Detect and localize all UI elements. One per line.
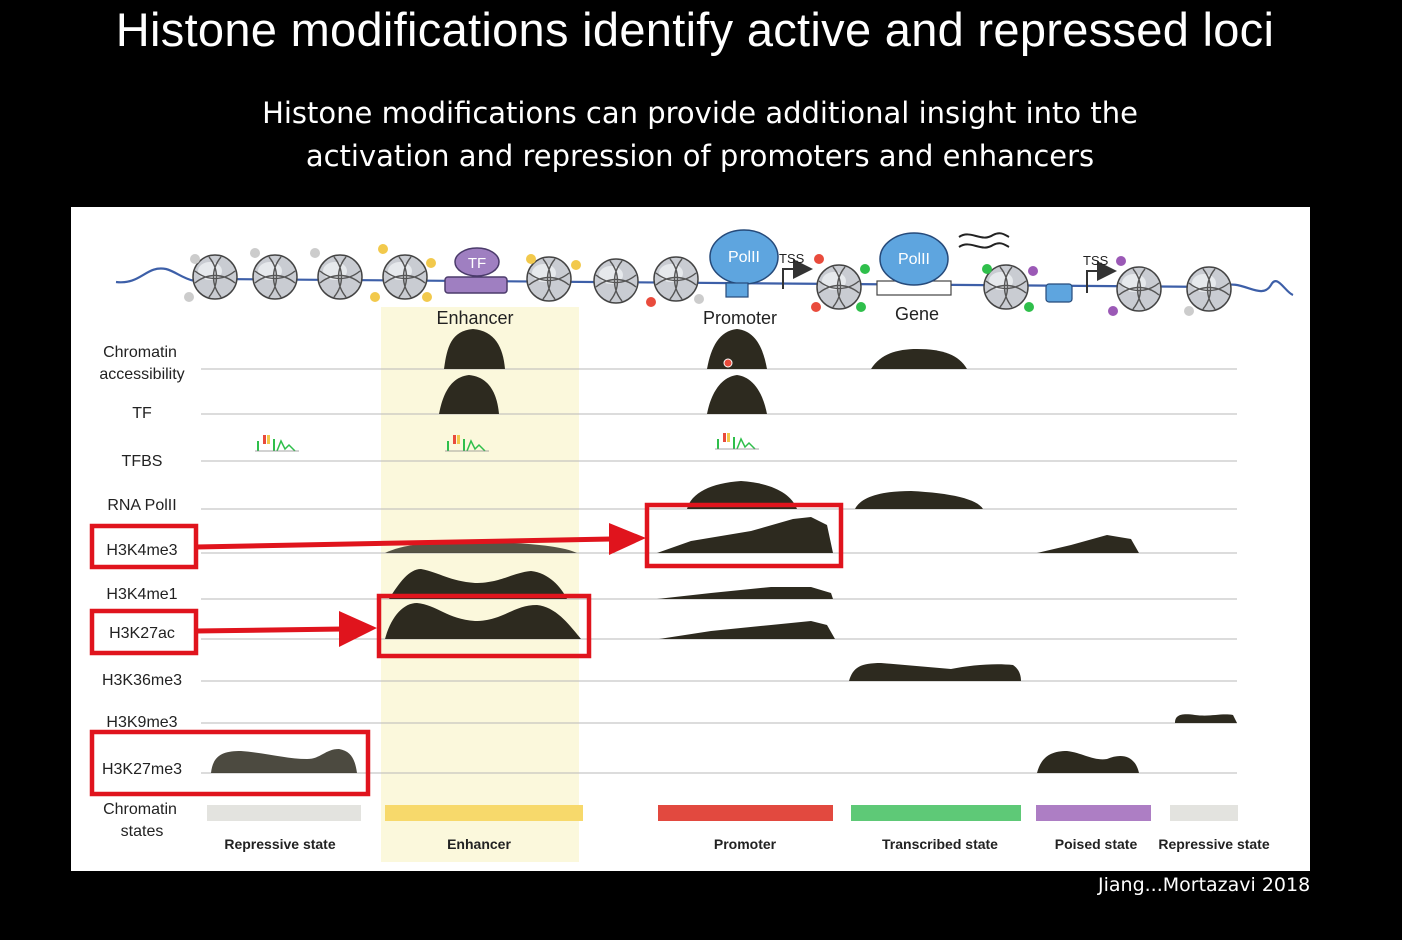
state-label-poised: Poised state (1055, 836, 1138, 852)
state-label-enhancer: Enhancer (447, 836, 511, 852)
chromatin-states-label-2: states (121, 823, 164, 840)
arrow-h3k4me3-line (195, 536, 612, 550)
peak-accessibility-gene (871, 349, 967, 369)
nucleosome-icon (526, 256, 572, 302)
tfbs-motif-icon (715, 433, 759, 450)
tf-protein-icon: TF (444, 247, 508, 294)
track-label-h3k36me3: H3K36me3 (102, 672, 182, 689)
rna-transcript-icon (958, 232, 1010, 249)
nucleosome-icon (653, 256, 699, 302)
peak-h3k4me1-promoter (657, 587, 833, 599)
nucleosome-icon (593, 258, 639, 304)
state-label-repressive-1: Repressive state (224, 836, 336, 852)
track-label-chromatin-2: accessibility (99, 366, 184, 383)
tss-label-1: TSS (779, 251, 805, 266)
highlight-box-h3k27ac-peak (376, 593, 592, 659)
track-label-h3k9me3: H3K9me3 (106, 714, 177, 731)
polii-label-2: PolII (898, 251, 930, 268)
highlight-annotations (89, 502, 844, 797)
peak-h3k27ac-enhancer (385, 603, 581, 639)
peak-h3k27ac-promoter (659, 621, 835, 639)
peak-h3k27me3-poised (1037, 751, 1139, 773)
highlight-box-h3k4me3-peak (644, 502, 844, 569)
subtitle-line-1: Histone modifications can provide additi… (262, 96, 1138, 130)
promoter-label: Promoter (703, 308, 777, 328)
nucleosome-icon (317, 254, 363, 300)
peak-polii-promoter (687, 481, 797, 509)
highlight-box-h3k27me3 (89, 729, 371, 797)
track-label-h3k4me1: H3K4me1 (106, 586, 177, 603)
track-baselines (201, 368, 1237, 774)
chromatin-state-bars (207, 805, 1238, 821)
nucleosome-icon (816, 264, 862, 310)
polii-promoter-icon: PolII (709, 229, 779, 298)
track-label-tf: TF (132, 405, 152, 422)
highlight-arrows (195, 523, 646, 647)
polii-label-1: PolII (728, 249, 760, 266)
track-label-h3k4me3: H3K4me3 (106, 542, 177, 559)
nucleosome-icon (192, 254, 238, 300)
dna-strand (115, 267, 1294, 297)
tfbs-motif-icon (445, 435, 489, 452)
arrow-h3k27ac-line (195, 626, 344, 634)
track-labels: Chromatin accessibility TF TFBS RNA PolI… (99, 344, 184, 840)
peak-h3k4me3-promoter (657, 517, 833, 553)
peak-h3k4me1-enhancer (389, 569, 567, 599)
chromatin-state-labels: Repressive state Enhancer Promoter Trans… (224, 836, 1270, 852)
arrow-h3k4me3-head-icon (609, 523, 646, 555)
state-label-promoter: Promoter (714, 836, 777, 852)
citation: Jiang...Mortazavi 2018 (1098, 874, 1311, 896)
histone-marks (184, 244, 1194, 316)
arrow-h3k27ac-head-icon (339, 611, 377, 647)
state-bar-repressive-1 (207, 805, 361, 821)
peak-tf-enhancer (439, 375, 499, 414)
tfbs-motifs (255, 433, 759, 452)
peak-accessibility-promoter (707, 329, 767, 369)
slide-title: Histone modifications identify active an… (115, 3, 1275, 56)
nucleosome-icon (1186, 266, 1232, 312)
tf-label: TF (468, 255, 486, 272)
state-bar-poised (1036, 805, 1151, 821)
slide-subtitle: Histone modifications can provide additi… (240, 92, 1160, 178)
tss-arrow-icon-2 (1086, 261, 1117, 293)
peak-polii-gene (855, 491, 983, 509)
enhancer-label: Enhancer (436, 308, 513, 328)
nucleosome-icon (1116, 266, 1162, 312)
track-label-h3k27ac: H3K27ac (109, 625, 175, 642)
state-label-transcribed: Transcribed state (882, 836, 998, 852)
peak-h3k27me3-repressive (211, 749, 357, 773)
subtitle-line-2: activation and repression of promoters a… (305, 139, 1095, 173)
state-bar-transcribed (851, 805, 1021, 821)
peak-tf-promoter (707, 375, 767, 414)
state-label-repressive-2: Repressive state (1158, 836, 1270, 852)
gene-label: Gene (895, 304, 939, 324)
peak-h3k9me3-repressive (1175, 714, 1237, 723)
peak-h3k36me3-gene (849, 663, 1021, 681)
track-label-h3k27me3: H3K27me3 (102, 761, 182, 778)
nucleosome-icon (252, 254, 298, 300)
nucleosome-icon (382, 254, 428, 300)
state-bar-promoter (658, 805, 833, 821)
highlight-box-h3k27ac-label (89, 608, 199, 656)
track-label-chromatin-1: Chromatin (103, 344, 177, 361)
polii-gene-icon: PolII (876, 232, 952, 296)
peak-accessibility-enhancer (444, 329, 505, 369)
signal-peaks (211, 329, 1237, 773)
track-label-rna-polii: RNA PolII (107, 497, 176, 514)
peak-h3k4me3-poised (1037, 535, 1139, 553)
poised-factor-icon (1045, 283, 1073, 303)
state-bar-enhancer (385, 805, 583, 821)
promoter-dot (723, 358, 733, 368)
figure-panel: TF PolII TSS PolII TSS Enhancer Promoter… (71, 207, 1310, 871)
tss-label-2: TSS (1083, 253, 1109, 268)
tss-arrow-icon (782, 259, 813, 289)
tfbs-motif-icon (255, 435, 299, 452)
histone-figure: TF PolII TSS PolII TSS Enhancer Promoter… (89, 229, 1294, 862)
track-label-tfbs: TFBS (122, 453, 163, 470)
chromatin-states-label-1: Chromatin (103, 801, 177, 818)
state-bar-repressive-2 (1170, 805, 1238, 821)
